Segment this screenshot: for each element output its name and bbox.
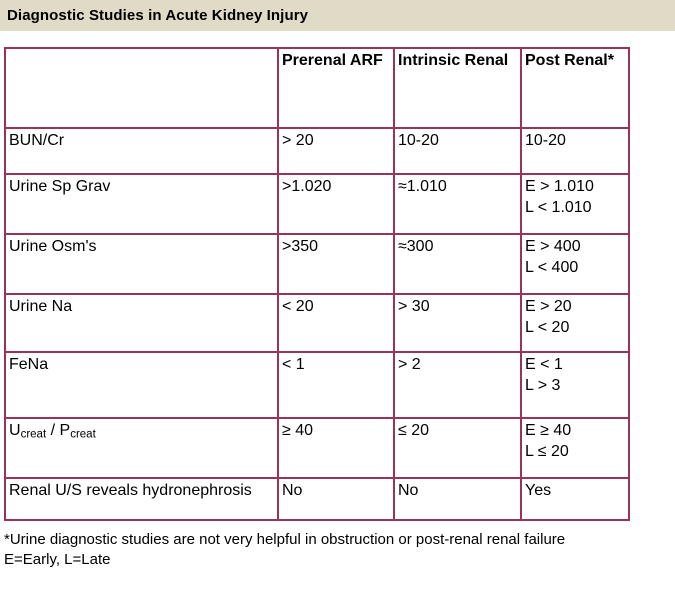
label-separator: / bbox=[46, 422, 60, 439]
cell-prerenal: > 20 bbox=[277, 127, 395, 175]
row-label: Renal U/S reveals hydronephrosis bbox=[4, 477, 279, 521]
row-label: Urine Osm's bbox=[4, 233, 279, 295]
column-header-post-renal: Post Renal* bbox=[520, 47, 630, 129]
table-row-fena: FeNa < 1 > 2 E < 1 L > 3 bbox=[4, 351, 630, 419]
footnotes: *Urine diagnostic studies are not very h… bbox=[4, 530, 675, 570]
footnote-obstruction: *Urine diagnostic studies are not very h… bbox=[4, 531, 566, 548]
ucreat-subscript: creat bbox=[20, 428, 47, 441]
cell-prerenal: >1.020 bbox=[277, 173, 395, 235]
column-header-empty bbox=[4, 47, 279, 129]
cell-post-renal: E > 20 L < 20 bbox=[520, 293, 630, 353]
pcreat-base: P bbox=[59, 422, 71, 439]
row-label: FeNa bbox=[4, 351, 279, 419]
table-row-bun-cr: BUN/Cr > 20 10-20 10-20 bbox=[4, 127, 630, 175]
page-title: Diagnostic Studies in Acute Kidney Injur… bbox=[7, 7, 309, 24]
cell-post-renal: 10-20 bbox=[520, 127, 630, 175]
cell-post-renal: E ≥ 40 L ≤ 20 bbox=[520, 417, 630, 479]
table-row-urine-osms: Urine Osm's >350 ≈300 E > 400 L < 400 bbox=[4, 233, 630, 295]
cell-post-renal: E < 1 L > 3 bbox=[520, 351, 630, 419]
cell-intrinsic: ≈1.010 bbox=[393, 173, 522, 235]
cell-prerenal: No bbox=[277, 477, 395, 521]
cell-intrinsic: > 2 bbox=[393, 351, 522, 419]
row-label: Ucreat / Pcreat bbox=[4, 417, 279, 479]
header-row: Prerenal ARF Intrinsic Renal Post Renal* bbox=[4, 47, 630, 129]
cell-prerenal: ≥ 40 bbox=[277, 417, 395, 479]
cell-intrinsic: ≈300 bbox=[393, 233, 522, 295]
cell-post-renal: E > 1.010 L < 1.010 bbox=[520, 173, 630, 235]
table-row-ucreat-pcreat: Ucreat / Pcreat ≥ 40 ≤ 20 E ≥ 40 L ≤ 20 bbox=[4, 417, 630, 479]
table-row-urine-na: Urine Na < 20 > 30 E > 20 L < 20 bbox=[4, 293, 630, 353]
cell-prerenal: < 20 bbox=[277, 293, 395, 353]
diagnostic-studies-table: Prerenal ARF Intrinsic Renal Post Renal*… bbox=[4, 47, 630, 521]
row-label: Urine Sp Grav bbox=[4, 173, 279, 235]
cell-intrinsic: > 30 bbox=[393, 293, 522, 353]
cell-intrinsic: 10-20 bbox=[393, 127, 522, 175]
footnote-legend: E=Early, L=Late bbox=[4, 551, 111, 568]
cell-post-renal: E > 400 L < 400 bbox=[520, 233, 630, 295]
column-header-prerenal-arf: Prerenal ARF bbox=[277, 47, 395, 129]
cell-prerenal: >350 bbox=[277, 233, 395, 295]
cell-prerenal: < 1 bbox=[277, 351, 395, 419]
row-label: BUN/Cr bbox=[4, 127, 279, 175]
cell-intrinsic: No bbox=[393, 477, 522, 521]
cell-post-renal: Yes bbox=[520, 477, 630, 521]
table-row-urine-sp-grav: Urine Sp Grav >1.020 ≈1.010 E > 1.010 L … bbox=[4, 173, 630, 235]
table-row-renal-us: Renal U/S reveals hydronephrosis No No Y… bbox=[4, 477, 630, 521]
title-bar: Diagnostic Studies in Acute Kidney Injur… bbox=[0, 0, 675, 31]
pcreat-subscript: creat bbox=[70, 428, 96, 441]
ucreat-base: U bbox=[9, 422, 21, 439]
row-label: Urine Na bbox=[4, 293, 279, 353]
cell-intrinsic: ≤ 20 bbox=[393, 417, 522, 479]
column-header-intrinsic-renal: Intrinsic Renal bbox=[393, 47, 522, 129]
